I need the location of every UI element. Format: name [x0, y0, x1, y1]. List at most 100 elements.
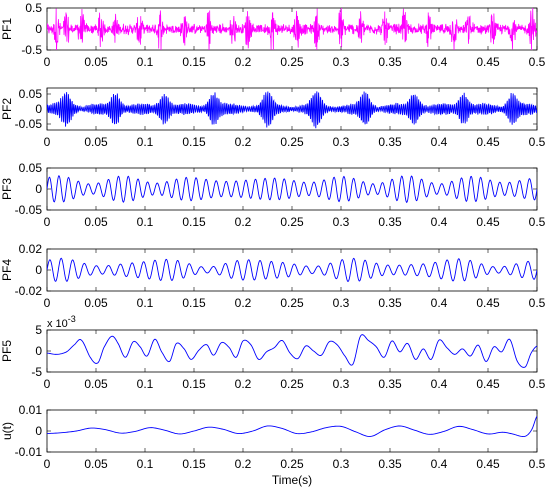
x-tick-label: 0.3 — [333, 135, 350, 149]
x-tick-label: 0.15 — [182, 377, 206, 391]
x-tick-label: 0.1 — [137, 457, 154, 471]
x-tick-label: 0.2 — [235, 457, 252, 471]
series-line-pf5 — [47, 334, 537, 368]
y-axis-label: PF3 — [0, 178, 14, 200]
x-tick-label: 0.45 — [476, 296, 500, 310]
x-tick-label: 0.4 — [431, 296, 448, 310]
y-tick-label: 0.02 — [19, 242, 43, 256]
y-tick-label: 0.05 — [19, 161, 43, 175]
x-tick-label: 0.1 — [137, 377, 154, 391]
y-tick-label: -0.5 — [21, 43, 42, 57]
x-tick-label: 0.3 — [333, 296, 350, 310]
x-tick-label: 0.45 — [476, 135, 500, 149]
y-tick-label: 0.05 — [19, 87, 43, 101]
y-tick-label: -0.05 — [15, 203, 43, 217]
y-tick-label: -0.05 — [15, 117, 43, 131]
x-tick-label: 0.05 — [84, 377, 108, 391]
x-tick-label: 0.15 — [182, 135, 206, 149]
exponent-base: x 10 — [47, 318, 68, 330]
x-tick-label: 0.35 — [378, 377, 402, 391]
y-tick-label: -0.01 — [15, 445, 43, 459]
x-tick-label: 0.1 — [137, 135, 154, 149]
x-tick-label: 0.3 — [333, 55, 350, 69]
x-tick-label: 0.2 — [235, 215, 252, 229]
x-tick-label: 0.3 — [333, 457, 350, 471]
y-axis-label: PF1 — [0, 18, 14, 40]
x-tick-label: 0.05 — [84, 55, 108, 69]
x-tick-label: 0.25 — [280, 135, 304, 149]
x-tick-label: 0.35 — [378, 296, 402, 310]
y-tick-label: 0 — [35, 22, 42, 36]
x-tick-label: 0.45 — [476, 55, 500, 69]
x-tick-label: 0.5 — [529, 296, 546, 310]
y-tick-label: 0 — [35, 182, 42, 196]
y-tick-label: 0 — [35, 263, 42, 277]
x-tick-label: 0.1 — [137, 55, 154, 69]
x-tick-label: 0.5 — [529, 457, 546, 471]
y-tick-label: -5 — [31, 365, 42, 379]
x-tick-label: 0 — [44, 296, 51, 310]
x-axis-label: Time(s) — [272, 473, 312, 487]
x-tick-label: 0.45 — [476, 215, 500, 229]
x-tick-label: 0.5 — [529, 377, 546, 391]
x-tick-label: 0.35 — [378, 135, 402, 149]
y-axis-label: PF2 — [0, 98, 14, 120]
x-tick-label: 0.15 — [182, 55, 206, 69]
x-tick-label: 0.05 — [84, 457, 108, 471]
series-line-pf3 — [47, 175, 537, 204]
x-tick-label: 0.15 — [182, 296, 206, 310]
x-tick-label: 0.2 — [235, 377, 252, 391]
x-tick-label: 0.45 — [476, 457, 500, 471]
x-tick-label: 0.25 — [280, 377, 304, 391]
x-tick-label: 0.4 — [431, 377, 448, 391]
panel-4: 0 0.05 0.1 0.15 0.2 0.25 0.3 0.35 0.4 0.45 0.5 0.02… — [0, 242, 546, 310]
x-tick-label: 0.35 — [378, 457, 402, 471]
x-tick-label: 0.5 — [529, 135, 546, 149]
panel-6: 0 0.05 0.1 0.15 0.2 0.25 0.3 0.35 0.4 0.45 0.5 0.01… — [0, 403, 546, 487]
x-tick-label: 0.05 — [84, 296, 108, 310]
x-tick-label: 0.25 — [280, 215, 304, 229]
axes-frame — [46, 409, 538, 453]
panel-5: 0 0.05 0.1 0.15 0.2 0.25 0.3 0.35 0.4 0.45 0.550-5… — [0, 314, 546, 391]
x-tick-label: 0.4 — [431, 457, 448, 471]
series-line-ut — [47, 416, 537, 437]
axes-frame — [46, 329, 538, 373]
x-tick-label: 0.25 — [280, 457, 304, 471]
y-tick-label: -0.02 — [15, 284, 43, 298]
series-line-pf2 — [47, 91, 537, 129]
x-tick-label: 0.3 — [333, 215, 350, 229]
x-tick-label: 0 — [44, 457, 51, 471]
x-tick-label: 0.3 — [333, 377, 350, 391]
y-axis-label: u(t) — [0, 422, 14, 440]
exponent-power: -3 — [68, 314, 76, 324]
x-tick-label: 0.1 — [137, 296, 154, 310]
x-tick-label: 0.45 — [476, 377, 500, 391]
x-tick-label: 0.15 — [182, 457, 206, 471]
y-tick-label: 5 — [35, 323, 42, 337]
y-axis-label: PF4 — [0, 259, 14, 281]
y-exponent-label: x 10-3 — [47, 314, 76, 330]
x-tick-label: 0.1 — [137, 215, 154, 229]
panel-2: 0 0.05 0.1 0.15 0.2 0.25 0.3 0.35 0.4 0.45 0.50.05… — [0, 87, 546, 149]
series-line-pf1 — [47, 8, 537, 50]
x-tick-label: 0.35 — [378, 55, 402, 69]
x-tick-label: 0 — [44, 377, 51, 391]
x-tick-label: 0.2 — [235, 296, 252, 310]
series-line-pf4 — [47, 257, 537, 282]
x-tick-label: 0.4 — [431, 135, 448, 149]
x-tick-label: 0.5 — [529, 55, 546, 69]
panel-3: 0 0.05 0.1 0.15 0.2 0.25 0.3 0.35 0.4 0.45 0.5 0.05… — [0, 161, 546, 229]
y-tick-label: 0 — [35, 424, 42, 438]
x-tick-label: 0 — [44, 55, 51, 69]
x-tick-label: 0.4 — [431, 215, 448, 229]
x-tick-label: 0 — [44, 215, 51, 229]
x-tick-label: 0.5 — [529, 215, 546, 229]
y-tick-label: 0.5 — [25, 1, 42, 15]
axes-frame — [46, 248, 538, 292]
x-tick-label: 0.4 — [431, 55, 448, 69]
x-tick-label: 0.05 — [84, 135, 108, 149]
x-tick-label: 0.35 — [378, 215, 402, 229]
x-tick-label: 0.05 — [84, 215, 108, 229]
x-tick-label: 0.2 — [235, 55, 252, 69]
